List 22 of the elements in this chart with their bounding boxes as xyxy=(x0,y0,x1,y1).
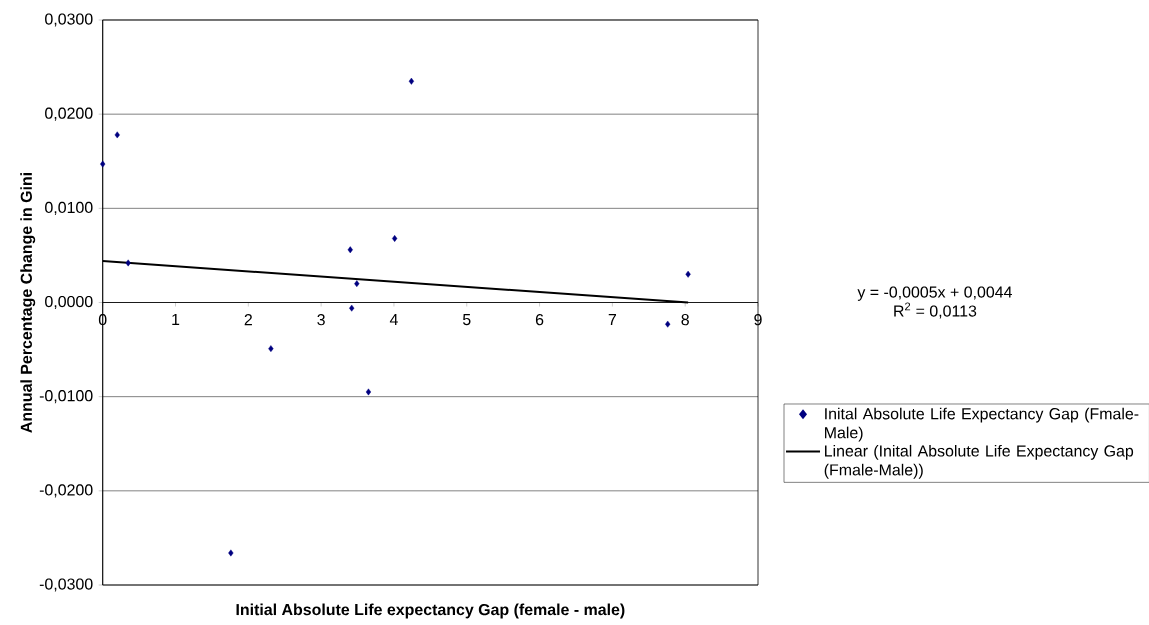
x-tick-label: 1 xyxy=(172,314,180,325)
x-tick-label: 2 xyxy=(244,314,252,326)
y-tick-label: 0,0100 xyxy=(45,201,93,215)
x-tick-label: 7 xyxy=(608,314,617,325)
y-tick-label: -0,0200 xyxy=(39,484,93,498)
y-tick-label: -0,0300 xyxy=(39,578,93,592)
x-tick-label: 8 xyxy=(681,314,689,326)
text: y = -0,0005x + 0,0044 xyxy=(857,286,1012,301)
y-tick-label: -0,0100 xyxy=(39,390,93,404)
y-tick-label: 0,0300 xyxy=(45,13,93,27)
legend-label: Inital Absolute Life Expectancy Gap (Fmale-Male) xyxy=(825,407,1139,442)
x-tick-label: 4 xyxy=(389,314,398,325)
y-tick-label: 0,0200 xyxy=(45,107,93,121)
legend-label: Linear (Inital Absolute Life Expectancy Gap (Fmale-Male)) xyxy=(824,444,1134,479)
x-tick-label: 6 xyxy=(535,314,544,326)
x-tick-label: 3 xyxy=(317,314,325,326)
x-axis-title: Initial Absolute Life expectancy Gap (female - male) xyxy=(236,603,625,619)
x-tick-label: 9 xyxy=(754,314,762,326)
text: R$^{2}$ = 0,0113 xyxy=(894,302,977,319)
x-tick-label: 5 xyxy=(462,314,471,326)
y-tick-label: 0,0000 xyxy=(45,295,93,310)
y-axis-title: Annual Percentage Change in Gini xyxy=(20,172,36,433)
